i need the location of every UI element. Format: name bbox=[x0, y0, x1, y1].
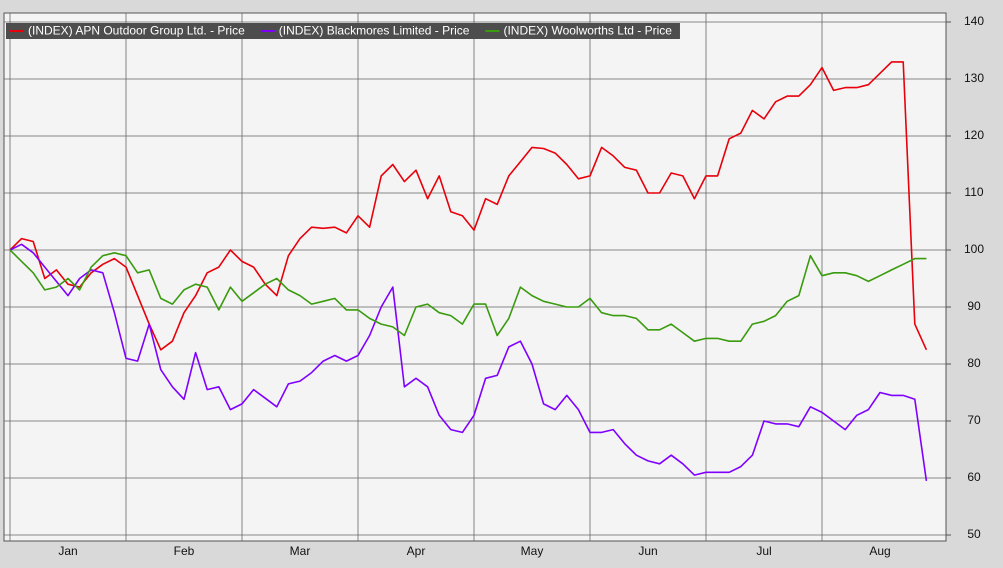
y-tick-label: 60 bbox=[967, 470, 981, 484]
legend-label: (INDEX) Woolworths Ltd - Price bbox=[503, 24, 672, 38]
x-tick-label: Aug bbox=[869, 544, 890, 558]
y-tick-label: 90 bbox=[967, 299, 981, 313]
plot-area bbox=[3, 12, 947, 542]
x-tick-label: Jun bbox=[638, 544, 657, 558]
legend-label: (INDEX) APN Outdoor Group Ltd. - Price bbox=[28, 24, 245, 38]
x-tick-label: Apr bbox=[407, 544, 426, 558]
series-line bbox=[9, 61, 928, 351]
series-line bbox=[9, 243, 928, 482]
y-tick-label: 80 bbox=[967, 356, 981, 370]
x-tick-label: Feb bbox=[174, 544, 195, 558]
y-tick-label: 110 bbox=[964, 185, 983, 199]
series-line bbox=[9, 249, 927, 343]
x-tick-label: Jul bbox=[756, 544, 771, 558]
y-tick-label: 120 bbox=[964, 128, 984, 142]
x-tick-label: Jan bbox=[58, 544, 77, 558]
legend-label: (INDEX) Blackmores Limited - Price bbox=[279, 24, 470, 38]
y-tick-label: 50 bbox=[967, 527, 981, 541]
legend-background bbox=[6, 23, 680, 39]
x-tick-label: May bbox=[521, 544, 544, 558]
y-tick-label: 70 bbox=[967, 413, 981, 427]
legend: (INDEX) APN Outdoor Group Ltd. - Price (I… bbox=[6, 23, 680, 39]
x-tick-label: Mar bbox=[290, 544, 311, 558]
y-tick-label: 100 bbox=[964, 242, 984, 256]
y-tick-label: 140 bbox=[964, 14, 984, 28]
y-tick-label: 130 bbox=[964, 71, 984, 85]
